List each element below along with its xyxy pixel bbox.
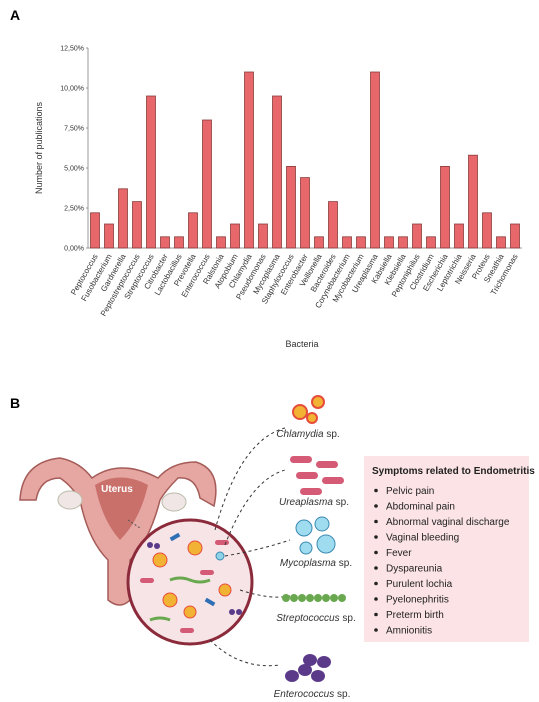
symptom: Amnionitis [386, 626, 432, 637]
organism-icons [282, 395, 346, 682]
bar [174, 236, 184, 249]
symptom: Fever [386, 548, 412, 559]
bar [258, 223, 268, 249]
genus: Streptococcus [276, 613, 339, 624]
bar [342, 236, 352, 249]
panel-label: B [10, 395, 20, 411]
bar [188, 212, 198, 249]
bar [314, 236, 324, 249]
bar [160, 236, 170, 249]
bar [482, 212, 492, 249]
bar [398, 236, 408, 249]
symptom: Pyelonephritis [386, 595, 449, 606]
bullet [374, 488, 378, 493]
symptom: Abnormal vaginal discharge [386, 517, 510, 528]
bar [370, 71, 380, 249]
symptom: Purulent lochia [386, 579, 453, 590]
bullet [374, 519, 378, 524]
organism-label: Chlamydia sp. [276, 429, 339, 440]
symptom: Abdominal pain [386, 502, 455, 513]
bar [496, 236, 506, 249]
bullet [374, 597, 378, 601]
y-axis-label: Number of publications [34, 101, 44, 194]
y-tick-label: 0,00% [64, 246, 84, 253]
genus: Mycoplasma [280, 558, 337, 569]
bar [272, 95, 282, 249]
symptoms-box: Symptoms related to Endometritis Pelvic … [364, 456, 535, 642]
panel-label: A [10, 7, 20, 23]
bar [440, 165, 450, 249]
y-tick-label: 7,50% [64, 126, 84, 133]
bar [412, 223, 422, 249]
bar [202, 119, 212, 249]
bar [230, 223, 240, 249]
suffix: sp. [342, 613, 355, 624]
suffix: sp. [326, 429, 339, 440]
y-tick-label: 5,00% [64, 166, 84, 173]
y-tick-label: 10,00% [60, 86, 84, 93]
bar [426, 236, 436, 249]
bullet [374, 612, 378, 617]
genus: Chlamydia [276, 429, 324, 440]
uterus-label: Uterus [101, 484, 133, 495]
suffix: sp. [337, 689, 350, 700]
bar [510, 223, 520, 249]
bar [468, 154, 478, 249]
bar [146, 95, 156, 249]
symptom: Vaginal bleeding [386, 533, 459, 544]
bar [300, 177, 310, 249]
magnified-view [126, 518, 254, 646]
organism-labels: Chlamydia sp. Ureaplasma sp. Mycoplasma … [274, 429, 356, 700]
bar [384, 236, 394, 249]
bullet [374, 535, 378, 539]
symptoms-title: Symptoms related to Endometritis [372, 466, 535, 477]
bar [132, 201, 142, 249]
symptom: Pelvic pain [386, 486, 434, 497]
suffix: sp. [336, 497, 349, 508]
arrows [209, 427, 291, 667]
bar [244, 71, 254, 249]
genus: Ureaplasma [279, 497, 333, 508]
symptom: Preterm birth [386, 610, 444, 621]
bullet [374, 504, 378, 508]
suffix: sp. [339, 558, 352, 569]
x-axis-label: Bacteria [285, 339, 318, 349]
bullet [374, 550, 378, 555]
bar [90, 212, 100, 249]
symptom: Dyspareunia [386, 564, 443, 575]
uterus-illustration: Uterus [19, 457, 217, 606]
organism-label: Ureaplasma sp. [279, 497, 349, 508]
genus: Enterococcus [274, 689, 335, 700]
bar [118, 188, 128, 249]
organism-label: Mycoplasma sp. [280, 558, 352, 569]
y-tick-label: 2,50% [64, 206, 84, 213]
organism-label: Streptococcus sp. [276, 613, 356, 624]
bar [356, 236, 366, 249]
bar [104, 223, 114, 249]
bar [328, 201, 338, 249]
organism-label: Enterococcus sp. [274, 689, 351, 700]
bar [454, 223, 464, 249]
y-tick-label: 12,50% [60, 46, 84, 53]
bar [286, 165, 296, 249]
bullet [374, 581, 378, 586]
bar [216, 236, 226, 249]
bullet [374, 566, 378, 570]
bullet [374, 628, 378, 632]
